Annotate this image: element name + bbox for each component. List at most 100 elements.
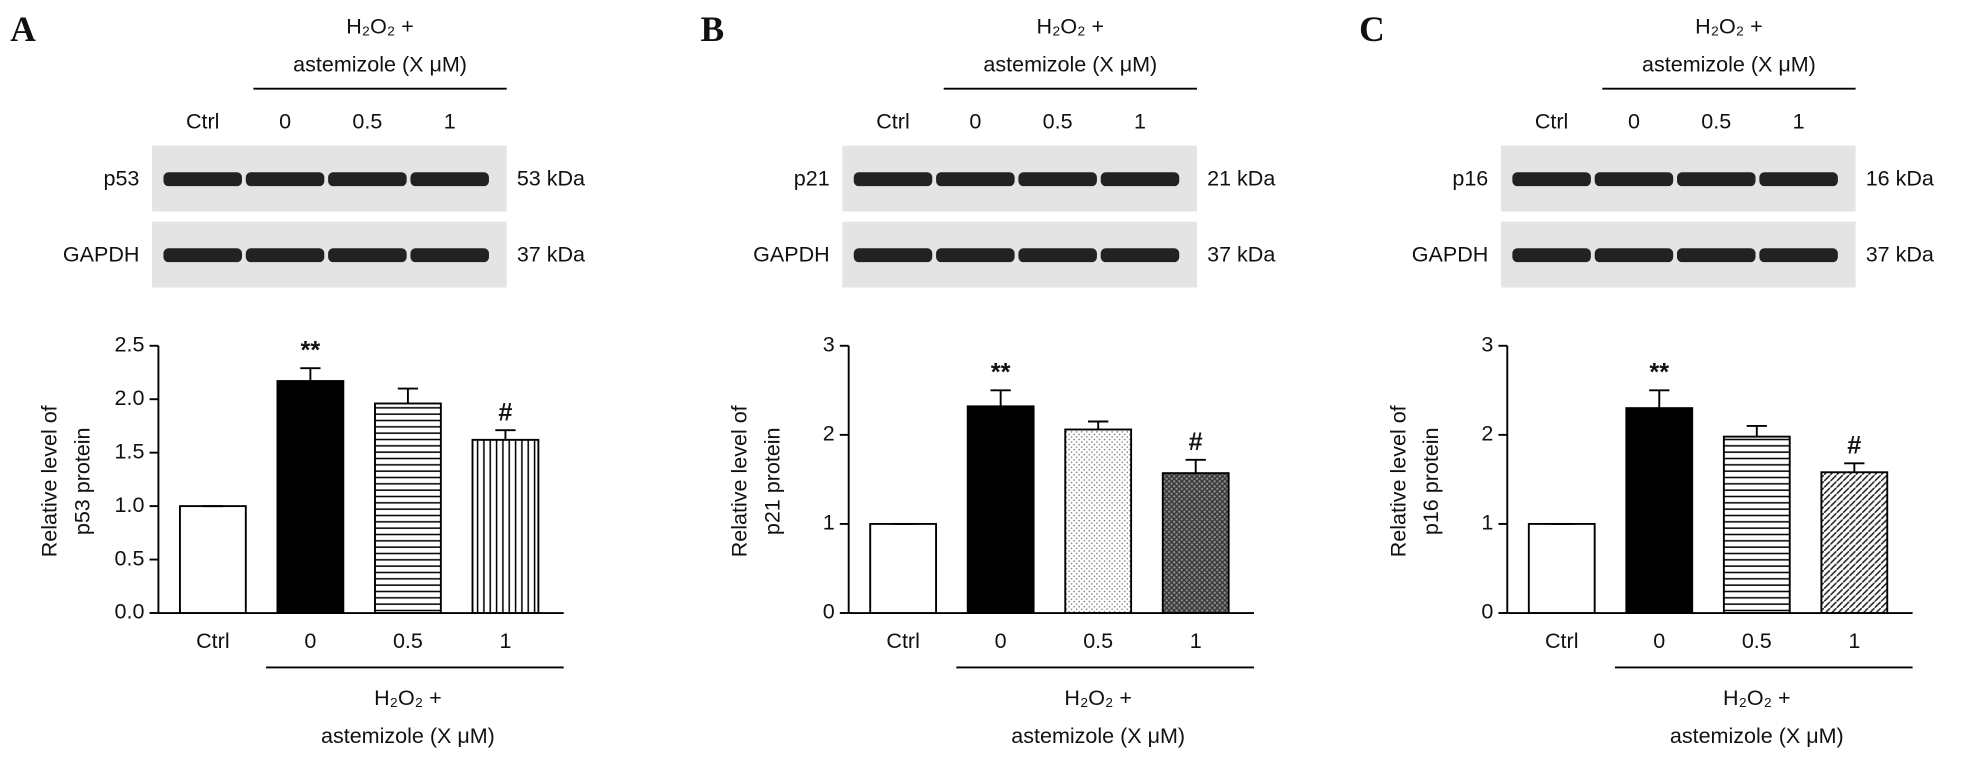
- group-label: H₂O₂ +: [1064, 686, 1132, 710]
- blot-band: [1594, 172, 1674, 187]
- x-tick-label: 0.5: [1083, 629, 1113, 653]
- lane-label: 0.5: [1701, 110, 1731, 134]
- error-bar: [1185, 458, 1206, 474]
- y-tick-label: 2.0: [115, 386, 145, 410]
- error-bar: [1844, 462, 1865, 473]
- y-axis-label: p16 protein: [1419, 427, 1443, 535]
- blot-header: H₂O₂ +: [1695, 15, 1763, 39]
- blot-band: [1594, 248, 1674, 263]
- blot-row-label: GAPDH: [753, 243, 830, 267]
- blot-band: [1512, 172, 1591, 187]
- blot-size-label: 37 kDa: [1866, 243, 1934, 267]
- y-axis-label: Relative level of: [728, 404, 752, 557]
- bar: [1064, 428, 1133, 614]
- blot-size-label: 53 kDa: [517, 167, 585, 191]
- y-tick-label: 1.5: [115, 439, 145, 463]
- y-tick-label: 0: [823, 600, 835, 624]
- bar: [1820, 471, 1889, 614]
- lane-label: 0.5: [1043, 110, 1073, 134]
- blot-band: [853, 248, 933, 263]
- blot-band: [1677, 248, 1756, 263]
- panel: C H₂O₂ + astemizole (X μM) Ctrl 0 0.5 1 p16 16 k…: [1359, 9, 1934, 748]
- x-tick-label: Ctrl: [886, 629, 919, 653]
- blot-row-label: p21: [794, 167, 830, 191]
- error-bar: [1088, 420, 1109, 430]
- error-bar: [990, 389, 1011, 407]
- significance-mark: #: [1847, 432, 1861, 460]
- lane-label: 0: [969, 110, 981, 134]
- y-tick-label: 1: [1481, 511, 1493, 535]
- blot-band: [328, 248, 407, 263]
- y-tick-label: 0.5: [115, 546, 145, 570]
- panel-letter: A: [10, 9, 36, 49]
- blot-size-label: 37 kDa: [517, 243, 585, 267]
- group-label: astemizole (X μM): [321, 724, 495, 748]
- blot-band: [1100, 248, 1180, 263]
- lane-label: 0: [279, 110, 291, 134]
- y-axis-label: p21 protein: [761, 427, 785, 535]
- x-tick-label: Ctrl: [1545, 629, 1578, 653]
- blot-band: [1677, 172, 1756, 187]
- blot-row-label: GAPDH: [63, 243, 140, 267]
- x-tick-label: 0.5: [393, 629, 423, 653]
- bar: [1527, 522, 1596, 614]
- x-tick-label: Ctrl: [196, 629, 229, 653]
- x-tick-label: 0.5: [1742, 629, 1772, 653]
- lane-label: 1: [1134, 110, 1146, 134]
- bar: [1722, 435, 1791, 614]
- y-axis-label: Relative level of: [37, 404, 61, 557]
- y-tick-label: 3: [1481, 332, 1493, 356]
- x-tick-label: 1: [499, 629, 511, 653]
- y-axis-label: p53 protein: [70, 427, 94, 535]
- blot-band: [1759, 248, 1838, 263]
- group-label: astemizole (X μM): [1670, 724, 1844, 748]
- blot-row-label: p53: [104, 167, 140, 191]
- lane-label: 1: [1793, 110, 1805, 134]
- x-tick-label: 0: [304, 629, 316, 653]
- bar: [1625, 407, 1694, 614]
- x-tick-label: 1: [1848, 629, 1860, 653]
- blot-header: astemizole (X μM): [983, 53, 1157, 77]
- blot-band: [1018, 172, 1097, 187]
- blot-band: [936, 172, 1015, 187]
- error-bar: [300, 367, 321, 382]
- y-tick-label: 0: [1481, 600, 1493, 624]
- bar: [471, 438, 540, 614]
- blot-band: [245, 172, 325, 187]
- y-tick-label: 2.5: [115, 332, 145, 356]
- blot-header: H₂O₂ +: [346, 15, 414, 39]
- blot-row-label: p16: [1452, 167, 1488, 191]
- blot-band: [163, 248, 242, 263]
- bar: [966, 405, 1035, 614]
- lane-label: 1: [444, 110, 456, 134]
- blot-size-label: 21 kDa: [1207, 167, 1275, 191]
- y-tick-label: 3: [823, 332, 835, 356]
- panel: A H₂O₂ + astemizole (X μM) Ctrl 0 0.5 1 p53 53 k…: [10, 9, 585, 748]
- lane-label: Ctrl: [876, 110, 909, 134]
- blot-size-label: 16 kDa: [1866, 167, 1934, 191]
- bar: [178, 505, 247, 614]
- blot-band: [328, 172, 407, 187]
- blot-band: [1100, 172, 1180, 187]
- panel-letter: C: [1359, 9, 1385, 49]
- error-bar: [495, 429, 516, 440]
- bar: [276, 380, 345, 614]
- blot-band: [1018, 248, 1097, 263]
- x-tick-label: 0: [1653, 629, 1665, 653]
- panel-letter: B: [700, 9, 724, 49]
- group-label: H₂O₂ +: [374, 686, 442, 710]
- bar: [869, 522, 938, 614]
- y-tick-label: 2: [1481, 422, 1493, 446]
- x-tick-label: 0: [995, 629, 1007, 653]
- blot-header: H₂O₂ +: [1037, 15, 1105, 39]
- lane-label: Ctrl: [1535, 110, 1568, 134]
- blot-header: astemizole (X μM): [1642, 53, 1816, 77]
- blot-band: [1759, 172, 1838, 187]
- blot-band: [163, 172, 242, 187]
- y-tick-label: 2: [823, 422, 835, 446]
- panel: B H₂O₂ + astemizole (X μM) Ctrl 0 0.5 1 p21 21 k…: [700, 9, 1275, 748]
- bar: [1161, 472, 1230, 614]
- blot-size-label: 37 kDa: [1207, 243, 1275, 267]
- y-tick-label: 1: [823, 511, 835, 535]
